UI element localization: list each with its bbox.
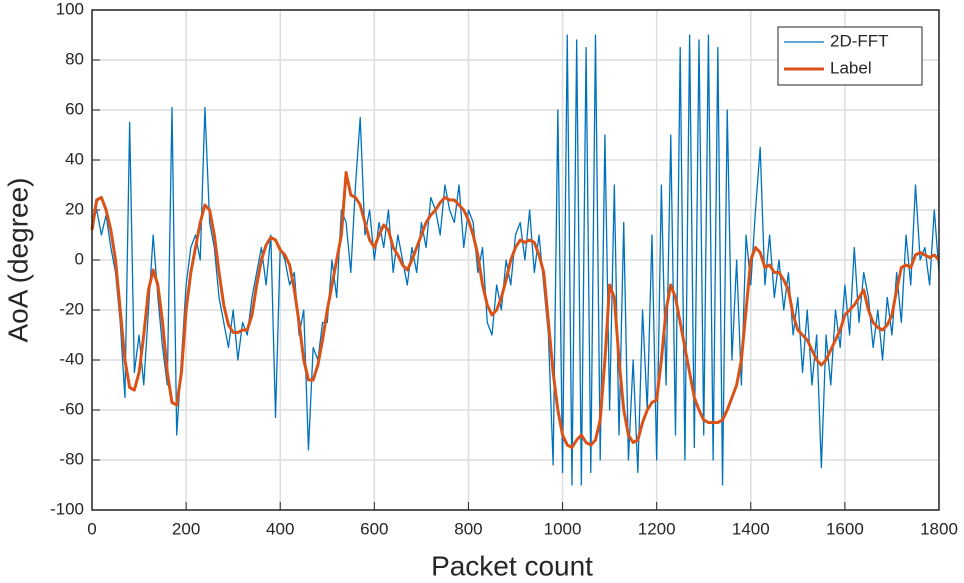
legend-box xyxy=(777,26,923,86)
x-tick-label: 400 xyxy=(266,519,294,538)
x-tick-label: 600 xyxy=(360,519,388,538)
legend-label: 2D-FFT xyxy=(830,31,889,50)
y-tick-label: 20 xyxy=(65,199,84,218)
y-tick-label: -100 xyxy=(50,499,84,518)
y-tick-label: 60 xyxy=(65,99,84,118)
y-axis-label: AoA (degree) xyxy=(2,178,33,343)
data-line xyxy=(91,34,940,486)
x-tick-label: 0 xyxy=(87,519,96,538)
x-tick-label: 1800 xyxy=(920,519,958,538)
legend-label: Label xyxy=(830,58,872,77)
x-tick-label: 1200 xyxy=(638,519,676,538)
data-line xyxy=(90,171,941,449)
axes-box xyxy=(91,9,940,511)
y-tick-label: 0 xyxy=(75,249,84,268)
y-tick-label: 100 xyxy=(56,0,84,18)
x-tick-label: 1000 xyxy=(544,519,582,538)
x-tick-label: 800 xyxy=(454,519,482,538)
x-tick-label: 1600 xyxy=(826,519,864,538)
x-tick-label: 1400 xyxy=(732,519,770,538)
y-tick-label: 40 xyxy=(65,149,84,168)
y-tick-label: -20 xyxy=(59,299,84,318)
y-tick-label: -40 xyxy=(59,349,84,368)
x-axis-label: Packet count xyxy=(431,550,593,581)
y-tick-label: -60 xyxy=(59,399,84,418)
y-tick-label: -80 xyxy=(59,449,84,468)
x-tick-label: 200 xyxy=(172,519,200,538)
y-tick-label: 80 xyxy=(65,49,84,68)
